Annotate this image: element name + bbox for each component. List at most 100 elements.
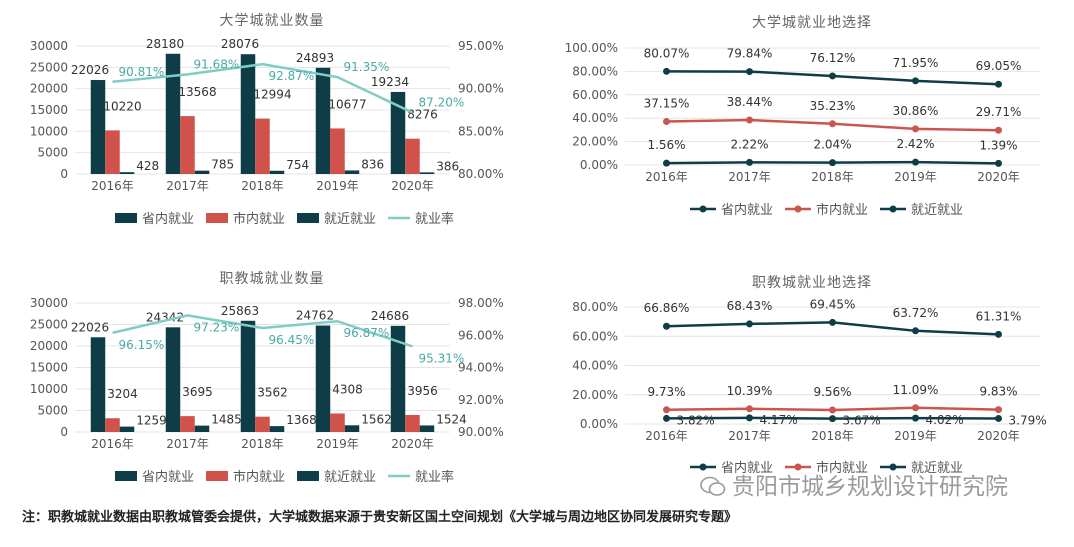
y2-tick-label: 90.00%: [458, 425, 504, 439]
x-tick-label: 2019年: [316, 437, 359, 451]
line-data-label: 3.79%: [1009, 413, 1047, 427]
line-data-label: 10.39%: [727, 384, 773, 398]
bar-data-label: 24893: [296, 51, 334, 65]
bar-就近就业: [269, 426, 285, 432]
legend-swatch: [297, 471, 319, 481]
line-point: [995, 159, 1002, 167]
bar-省内就业: [240, 320, 256, 432]
x-tick-label: 2020年: [977, 429, 1020, 443]
bar-data-label: 386: [436, 159, 459, 173]
line-data-label: 63.72%: [893, 306, 939, 320]
line-point: [829, 159, 836, 167]
bar-就近就业: [419, 172, 435, 174]
line-data-label: 79.84%: [727, 47, 773, 61]
legend-label: 就业率: [415, 211, 454, 227]
chart-title-vocational-location: 职教城就业地选择: [752, 275, 872, 291]
line-data-label: 80.07%: [644, 46, 690, 60]
legend-swatch: [206, 471, 228, 481]
bar-data-label: 28076: [221, 37, 259, 51]
watermark-text: 贵阳市城乡规划设计研究院: [732, 474, 1008, 500]
bar-data-label: 25863: [221, 304, 259, 318]
legend-label: 就近就业: [324, 470, 376, 485]
bar-市内就业: [105, 130, 120, 174]
watermark: 贵阳市城乡规划设计研究院: [700, 474, 1008, 500]
line-point: [829, 415, 836, 423]
x-tick-label: 2016年: [91, 179, 134, 193]
line-data-label: 11.09%: [893, 383, 939, 397]
y-tick-label: 10000: [30, 124, 68, 138]
y-tick-label: 40.00%: [572, 359, 618, 373]
legend-label: 市内就业: [816, 460, 868, 476]
line-point: [995, 126, 1002, 134]
bar-省内就业: [315, 67, 331, 174]
bar-data-label: 10220: [103, 99, 141, 113]
bar-data-label: 19234: [371, 75, 409, 89]
rate-data-label: 96.87%: [344, 326, 390, 340]
legend-swatch: [115, 213, 137, 223]
legend-marker: [889, 463, 897, 471]
x-tick-label: 2017年: [166, 437, 209, 451]
legend-label: 市内就业: [233, 211, 285, 227]
bar-市内就业: [330, 413, 345, 432]
y-tick-label: 5000: [37, 146, 68, 160]
rate-data-label: 95.31%: [419, 351, 465, 365]
line-point: [663, 118, 670, 126]
x-tick-label: 2016年: [645, 170, 688, 184]
x-tick-label: 2016年: [91, 437, 134, 451]
x-tick-label: 2018年: [811, 170, 854, 184]
rate-data-label: 96.45%: [269, 333, 315, 347]
line-point: [663, 414, 670, 422]
bar-data-label: 3562: [257, 386, 288, 400]
line-point: [746, 320, 753, 328]
bar-data-label: 24762: [296, 309, 334, 323]
line-data-label: 2.04%: [813, 138, 851, 152]
y-tick-label: 30000: [30, 39, 68, 53]
line-point: [829, 72, 836, 80]
bar-省内就业: [165, 327, 181, 432]
rate-data-label: 97.23%: [194, 320, 240, 334]
line-point: [663, 406, 670, 414]
bar-市内就业: [330, 128, 345, 174]
bar-就近就业: [419, 425, 435, 432]
legend-label: 市内就业: [233, 469, 285, 485]
line-point: [912, 404, 919, 412]
y-tick-label: 20000: [30, 82, 68, 96]
line-data-label: 76.12%: [810, 51, 856, 65]
line-data-label: 35.23%: [810, 99, 856, 113]
line-data-label: 1.39%: [979, 138, 1017, 152]
x-tick-label: 2016年: [645, 429, 688, 443]
line-point: [912, 125, 919, 133]
bar-data-label: 4308: [332, 382, 363, 396]
y2-tick-label: 94.00%: [458, 361, 504, 375]
line-data-label: 69.05%: [976, 59, 1022, 73]
bar-data-label: 3204: [107, 387, 138, 401]
y2-tick-label: 85.00%: [458, 124, 504, 138]
x-tick-label: 2017年: [728, 170, 771, 184]
bar-就近就业: [344, 170, 360, 174]
x-tick-label: 2017年: [728, 429, 771, 443]
line-point: [995, 414, 1002, 422]
y-tick-label: 80.00%: [572, 300, 618, 314]
bar-data-label: 24342: [146, 310, 184, 324]
bar-市内就业: [255, 118, 270, 174]
line-data-label: 9.73%: [647, 385, 685, 399]
line-point: [995, 406, 1002, 414]
line-point: [995, 330, 1002, 338]
line-data-label: 66.86%: [644, 301, 690, 315]
line-data-label: 61.31%: [976, 309, 1022, 323]
line-point: [663, 67, 670, 75]
legend-marker: [794, 205, 802, 213]
y-tick-label: 0: [60, 167, 68, 181]
line-data-label: 2.42%: [896, 137, 934, 151]
y-tick-label: 80.00%: [572, 64, 618, 78]
legend-label: 就近就业: [911, 461, 963, 476]
rate-line: [112, 314, 413, 348]
y2-tick-label: 96.00%: [458, 328, 504, 342]
bar-就近就业: [194, 425, 210, 432]
y2-tick-label: 95.00%: [458, 39, 504, 53]
y-tick-label: 30000: [30, 296, 68, 310]
bar-data-label: 22026: [71, 320, 109, 334]
y2-tick-label: 98.00%: [458, 296, 504, 310]
line-data-label: 1.56%: [647, 138, 685, 152]
footer-note: 注：职教城就业数据由职教城管委会提供，大学城数据来源于贵安新区国土空间规划《大学…: [22, 510, 738, 525]
